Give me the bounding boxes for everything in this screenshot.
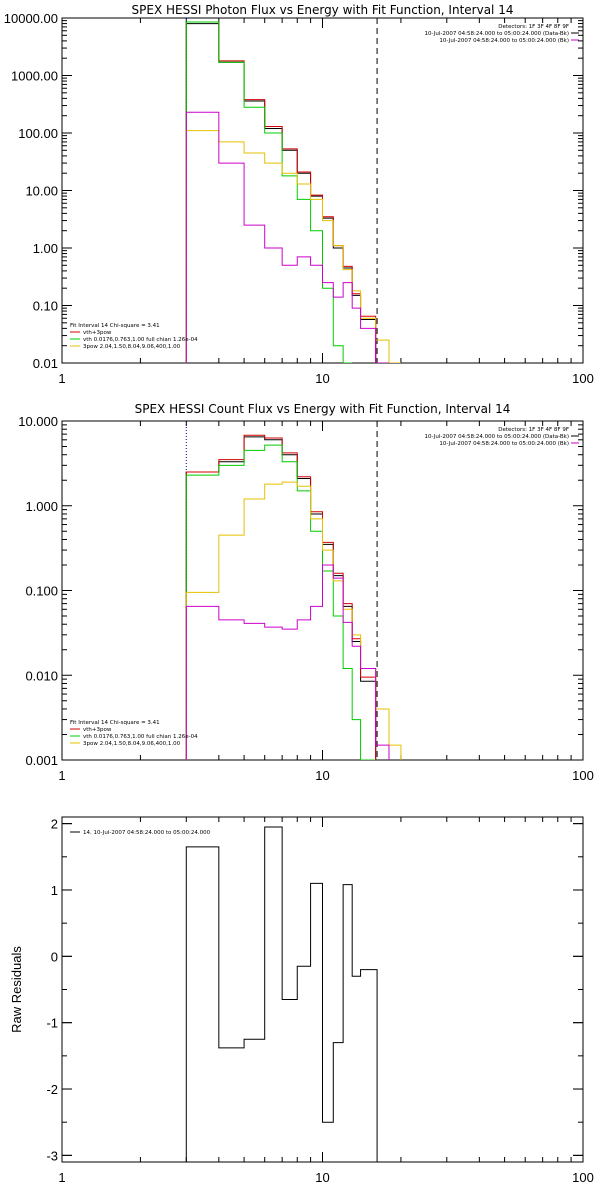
series-line-5 [185, 111, 389, 363]
legend-entry: 3pow 2.04,1.50,8.04,9.06,400,1.00 [83, 741, 181, 747]
y-tick-label: -3 [46, 1148, 58, 1163]
series-line-2 [185, 21, 377, 363]
y-tick-label: 10000.00 [4, 11, 58, 26]
x-tick-label: 100 [572, 1170, 594, 1185]
y-tick-label: 1.00 [33, 241, 58, 256]
legend-entry: 10-Jul-2007 04:58:24.000 to 05:00:24.000… [439, 38, 569, 44]
series-line-1 [185, 826, 378, 1162]
legend-entry: vth+3pow [83, 727, 112, 733]
legend-entry: vth 0.0176,0.763,1.00 full chian 1.26e-0… [83, 337, 198, 343]
y-tick-label: -2 [46, 1082, 58, 1097]
plot-area [185, 18, 401, 363]
plot-frame [61, 17, 584, 364]
series-line-4 [185, 481, 402, 760]
x-tick-label: 1 [58, 1170, 65, 1185]
legend-entry: vth+3pow [83, 330, 112, 336]
y-tick-label: 1000.00 [11, 69, 58, 84]
y-tick-label: 0.001 [25, 753, 58, 768]
x-tick-label: 100 [572, 371, 594, 386]
legend-entry: 10-Jul-2007 04:58:24.000 to 05:00:24.000… [425, 31, 570, 37]
chart-panel-3: 1 10 100 -3 -2 -1 0 1 2 Raw Residuals 14. 10-Jul-2… [9, 816, 594, 1185]
y-tick-label: 10.00 [25, 184, 58, 199]
chart-panel-1: SPEX HESSI Photon Flux vs Energy with Fi… [4, 3, 594, 386]
legend-entry: 10-Jul-2007 04:58:24.000 to 05:00:24.000… [425, 434, 570, 440]
legend-entry: vth 0.0176,0.763,1.00 full chian 1.26e-0… [83, 734, 198, 740]
y-tick-label: 10.000 [18, 414, 58, 429]
y-tick-label: 1.000 [25, 499, 58, 514]
plot-area [185, 421, 402, 760]
chart-panel-2: SPEX HESSI Count Flux vs Energy with Fit… [18, 402, 594, 783]
y-tick-label: 100.00 [18, 126, 58, 141]
x-tick-label: 10 [315, 768, 329, 783]
plot-area [185, 826, 378, 1162]
legend-entry: Detectors: 1F 3F 4F 8F 9F [498, 427, 569, 433]
y-tick-label: 0.01 [33, 356, 58, 371]
x-tick-label: 1 [58, 371, 65, 386]
series-line-3 [185, 21, 353, 363]
legend-entry: Detectors: 1F 3F 4F 8F 9F [498, 24, 569, 30]
x-tick-label: 100 [572, 768, 594, 783]
chart-title: SPEX HESSI Count Flux vs Energy with Fit… [135, 402, 511, 416]
x-tick-label: 1 [58, 768, 65, 783]
series-line-4 [185, 130, 401, 363]
y-tick-label: 0.100 [25, 584, 58, 599]
legend-entry: 14. 10-Jul-2007 04:58:24.000 to 05:00:24… [83, 830, 211, 836]
legend-entry: Fit Interval 14 Chi-square = 3.41 [70, 323, 160, 329]
x-tick-label: 10 [315, 371, 329, 386]
legend-entry: 10-Jul-2007 04:58:24.000 to 05:00:24.000… [439, 441, 569, 447]
y-axis-label: Raw Residuals [9, 946, 24, 1033]
y-tick-label: 0.010 [25, 668, 58, 683]
y-tick-label: 2 [51, 817, 58, 832]
series-line-3 [185, 444, 376, 760]
y-tick-label: 0.10 [33, 299, 58, 314]
y-tick-label: 1 [51, 883, 58, 898]
series-line-1 [185, 23, 377, 363]
y-tick-label: -1 [46, 1016, 58, 1031]
y-tick-label: 0 [51, 949, 58, 964]
chart-title: SPEX HESSI Photon Flux vs Energy with Fi… [132, 3, 514, 17]
legend-entry: Fit Interval 14 Chi-square = 3.41 [70, 720, 160, 726]
x-tick-label: 10 [315, 1170, 329, 1185]
legend-entry: 3pow 2.04,1.50,8.04,9.06,400,1.00 [83, 344, 181, 350]
series-line-1 [185, 436, 377, 760]
series-line-5 [185, 564, 390, 760]
